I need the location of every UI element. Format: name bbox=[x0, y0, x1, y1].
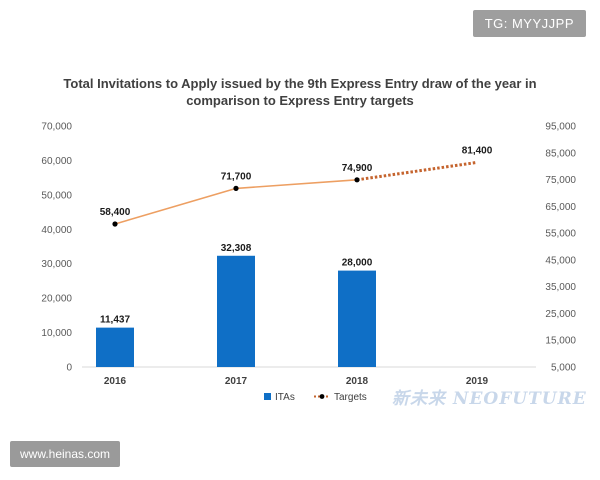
left-tick-label: 30,000 bbox=[41, 259, 72, 270]
targets-point-2016 bbox=[112, 221, 118, 227]
targets-line-segment bbox=[235, 179, 358, 190]
left-tick-label: 60,000 bbox=[41, 156, 72, 167]
legend: ITAs Targets bbox=[264, 392, 367, 403]
bar-label: 28,000 bbox=[342, 258, 373, 269]
left-tick-label: 10,000 bbox=[41, 328, 72, 339]
targets-label: 71,700 bbox=[221, 171, 252, 182]
targets-line-series: 58,400 71,700 74,900 81,400 bbox=[100, 145, 493, 227]
right-tick-label: 5,000 bbox=[551, 363, 576, 374]
category-labels: 2016 2017 2018 2019 bbox=[104, 376, 489, 387]
bar-itas-2017 bbox=[217, 255, 255, 367]
legend-targets-marker bbox=[319, 394, 325, 399]
chart-title: Total Invitations to Apply issued by the… bbox=[63, 76, 537, 108]
targets-label: 74,900 bbox=[342, 163, 373, 174]
bar-itas-2018 bbox=[338, 270, 376, 367]
targets-point-2018 bbox=[354, 177, 360, 183]
telegram-badge: TG: MYYJJPP bbox=[472, 10, 586, 37]
targets-line-dotted-segment bbox=[356, 160, 478, 182]
right-tick-label: 95,000 bbox=[545, 122, 576, 133]
category-label-2016: 2016 bbox=[104, 376, 127, 387]
right-tick-label: 85,000 bbox=[545, 148, 576, 159]
left-tick-label: 0 bbox=[66, 363, 72, 374]
bar-label: 11,437 bbox=[100, 315, 130, 326]
right-tick-label: 65,000 bbox=[545, 202, 576, 213]
left-tick-label: 20,000 bbox=[41, 294, 72, 305]
left-tick-label: 70,000 bbox=[41, 122, 72, 133]
bar-itas-2016 bbox=[96, 327, 134, 367]
category-label-2017: 2017 bbox=[225, 376, 248, 387]
legend-targets-label: Targets bbox=[334, 392, 367, 403]
right-tick-label: 45,000 bbox=[545, 255, 576, 266]
website-badge: www.heinas.com bbox=[10, 441, 121, 467]
targets-label: 58,400 bbox=[100, 207, 131, 218]
right-tick-label: 15,000 bbox=[545, 336, 576, 347]
left-axis-ticks: 0 10,000 20,000 30,000 40,000 50,000 60,000 70,… bbox=[41, 122, 72, 374]
right-tick-label: 75,000 bbox=[545, 175, 576, 186]
category-label-2018: 2018 bbox=[346, 376, 369, 387]
targets-point-2017 bbox=[233, 185, 239, 191]
bar-series: 11,437 32,308 28,000 bbox=[96, 243, 376, 367]
right-tick-label: 35,000 bbox=[545, 282, 576, 293]
legend-itas-swatch bbox=[264, 393, 271, 400]
category-label-2019: 2019 bbox=[466, 376, 489, 387]
right-tick-label: 55,000 bbox=[545, 229, 576, 240]
targets-line-segment bbox=[114, 187, 237, 225]
legend-itas-label: ITAs bbox=[275, 392, 295, 403]
right-tick-label: 25,000 bbox=[545, 309, 576, 320]
targets-label: 81,400 bbox=[462, 145, 493, 156]
right-axis-ticks: 5,000 15,000 25,000 35,000 45,000 55,000 65,00… bbox=[545, 122, 576, 374]
left-tick-label: 40,000 bbox=[41, 225, 72, 236]
left-tick-label: 50,000 bbox=[41, 190, 72, 201]
bar-label: 32,308 bbox=[221, 243, 252, 254]
neofuture-watermark: 新未来 NEOFUTURE bbox=[392, 389, 587, 409]
